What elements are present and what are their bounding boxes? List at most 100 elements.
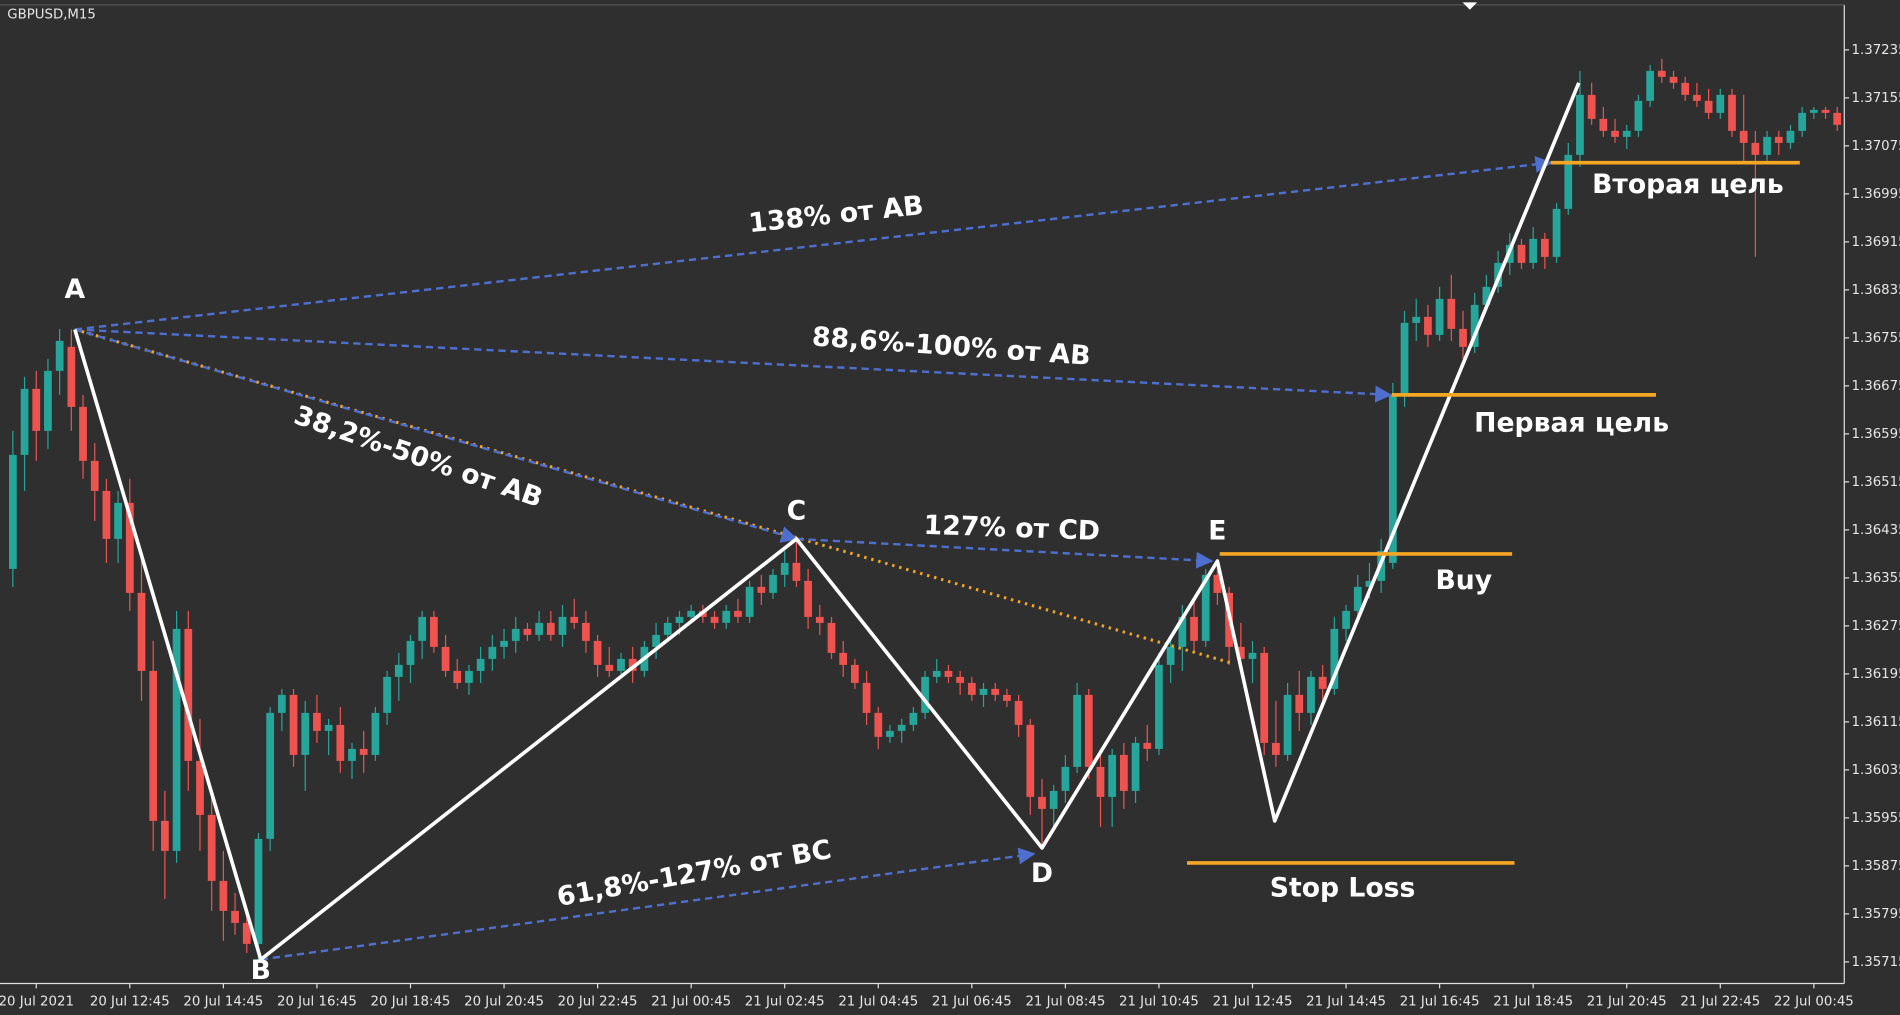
candle-body bbox=[769, 574, 777, 593]
candle-body bbox=[1003, 694, 1011, 701]
candle-body bbox=[1201, 574, 1210, 641]
candle-body bbox=[1307, 676, 1315, 713]
level-label: Stop Loss bbox=[1270, 873, 1416, 904]
candle-body bbox=[862, 682, 871, 713]
candle-body bbox=[827, 622, 836, 653]
x-tick-label: 20 Jul 20:45 bbox=[464, 995, 544, 1010]
candle-body bbox=[161, 820, 169, 851]
candle-body bbox=[1131, 742, 1140, 791]
candle-body bbox=[652, 634, 660, 647]
candle-body bbox=[605, 664, 614, 671]
candle-body bbox=[991, 688, 1000, 695]
x-tick-label: 21 Jul 12:45 bbox=[1213, 995, 1293, 1010]
point-label: C bbox=[787, 496, 807, 527]
candle-body bbox=[149, 670, 158, 821]
x-tick-label: 21 Jul 22:45 bbox=[1680, 995, 1760, 1010]
y-tick-label: 1.35955 bbox=[1852, 811, 1900, 826]
y-tick-label: 1.36835 bbox=[1852, 283, 1900, 298]
y-tick-label: 1.37075 bbox=[1852, 139, 1900, 154]
candle-body bbox=[313, 712, 321, 731]
candle-body bbox=[874, 712, 883, 737]
x-tick-label: 22 Jul 00:45 bbox=[1774, 995, 1854, 1010]
candle-body bbox=[1236, 646, 1245, 659]
x-tick-label: 20 Jul 14:45 bbox=[183, 995, 263, 1010]
candle-body bbox=[1435, 298, 1444, 335]
candle-body bbox=[453, 670, 462, 683]
candle-body bbox=[1061, 766, 1070, 791]
y-tick-label: 1.36035 bbox=[1852, 763, 1900, 778]
candle-body bbox=[921, 676, 929, 713]
candle-body bbox=[1283, 694, 1292, 755]
candle-body bbox=[359, 748, 368, 755]
candle-body bbox=[406, 640, 415, 665]
y-tick-label: 1.36355 bbox=[1852, 571, 1900, 586]
candle-body bbox=[628, 658, 637, 671]
candle-body bbox=[1716, 94, 1725, 113]
candle-body bbox=[79, 406, 87, 461]
candle-body bbox=[32, 388, 41, 431]
candle-body bbox=[44, 370, 52, 431]
candle-body bbox=[1400, 322, 1409, 395]
candle-body bbox=[1646, 70, 1655, 101]
y-tick-label: 1.36755 bbox=[1852, 331, 1900, 346]
x-tick-label: 21 Jul 14:45 bbox=[1306, 995, 1386, 1010]
candle-body bbox=[1342, 610, 1350, 629]
candle-body bbox=[67, 346, 76, 407]
candle-body bbox=[675, 616, 684, 623]
candle-body bbox=[1728, 94, 1736, 131]
candle-body bbox=[815, 616, 824, 623]
candle-body bbox=[1447, 298, 1456, 329]
point-label: E bbox=[1208, 516, 1226, 547]
candle-body bbox=[324, 724, 333, 731]
x-tick-label: 20 Jul 22:45 bbox=[558, 995, 638, 1010]
candle-body bbox=[8, 454, 17, 569]
candle-body bbox=[289, 694, 298, 755]
candle-body bbox=[1634, 100, 1643, 131]
candle-body bbox=[909, 712, 918, 725]
candle-body bbox=[944, 670, 953, 677]
candle-body bbox=[1330, 628, 1339, 689]
candles bbox=[8, 58, 1842, 960]
candle-body bbox=[932, 670, 941, 677]
x-tick-label: 20 Jul 16:45 bbox=[277, 995, 357, 1010]
candle-body bbox=[734, 610, 742, 617]
candle-body bbox=[1622, 130, 1631, 137]
projection-arrow bbox=[74, 328, 1393, 403]
candle-body bbox=[137, 592, 146, 671]
y-tick-label: 1.36995 bbox=[1852, 187, 1900, 202]
candle-body bbox=[266, 712, 275, 839]
level-label: Вторая цель bbox=[1592, 169, 1784, 200]
projection-arrow bbox=[74, 155, 1553, 331]
x-tick-label: 21 Jul 04:45 bbox=[838, 995, 918, 1010]
x-tick-label: 20 Jul 2021 bbox=[0, 995, 74, 1010]
projection-arrow bbox=[260, 847, 1036, 961]
candle-body bbox=[1587, 94, 1596, 119]
y-tick-label: 1.36435 bbox=[1852, 523, 1900, 538]
candle-body bbox=[745, 586, 754, 617]
candle-body bbox=[546, 622, 555, 635]
candle-body bbox=[1459, 328, 1467, 347]
candle-body bbox=[1073, 694, 1081, 767]
candle-body bbox=[1739, 130, 1748, 143]
candle-body bbox=[336, 724, 345, 761]
candle-body bbox=[1190, 616, 1198, 641]
candle-body bbox=[348, 748, 356, 761]
y-tick-label: 1.36595 bbox=[1852, 427, 1900, 442]
candle-body bbox=[780, 562, 789, 575]
x-tick-label: 21 Jul 08:45 bbox=[1025, 995, 1105, 1010]
candle-body bbox=[1412, 316, 1421, 323]
candle-body bbox=[114, 502, 122, 539]
candle-body bbox=[1576, 94, 1584, 155]
chart-title: GBPUSD,M15 bbox=[7, 8, 96, 23]
candle-body bbox=[429, 616, 438, 647]
candle-body bbox=[1272, 742, 1280, 755]
candle-body bbox=[441, 646, 450, 671]
candle-body bbox=[617, 658, 625, 671]
candle-body bbox=[1809, 109, 1818, 113]
candle-body bbox=[792, 562, 801, 581]
candle-body bbox=[371, 712, 380, 755]
candle-body bbox=[1763, 136, 1771, 155]
candle-body bbox=[1213, 574, 1222, 593]
